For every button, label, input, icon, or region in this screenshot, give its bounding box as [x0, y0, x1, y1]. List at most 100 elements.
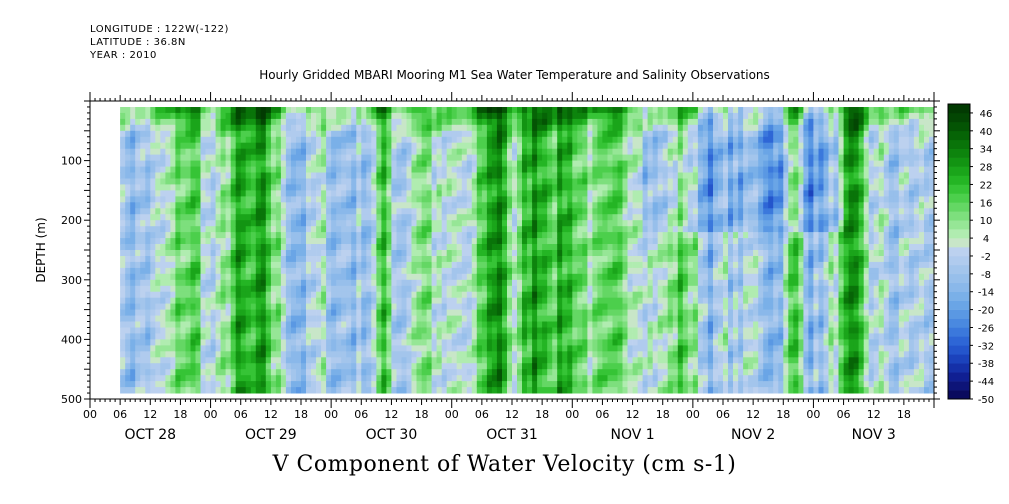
heatmap-cell — [150, 232, 156, 239]
heatmap-cell — [205, 202, 211, 209]
heatmap-cell — [421, 148, 427, 156]
heatmap-cell — [185, 112, 191, 120]
heatmap-cell — [411, 267, 417, 275]
heatmap-cell — [245, 321, 252, 328]
heatmap-cell — [296, 244, 302, 251]
heatmap-cell — [270, 333, 277, 340]
heatmap-cell — [210, 148, 216, 156]
heatmap-cell — [235, 291, 242, 299]
heatmap-cell — [617, 112, 623, 120]
heatmap-cell — [200, 238, 206, 245]
heatmap-cell — [240, 107, 247, 114]
heatmap-cell — [321, 178, 327, 185]
heatmap-cell — [180, 315, 186, 322]
heatmap-cell — [135, 148, 141, 156]
heatmap-cell — [431, 309, 437, 316]
heatmap-cell — [562, 172, 568, 179]
heatmap-cell — [471, 154, 478, 161]
heatmap-cell — [255, 273, 262, 281]
heatmap-cell — [250, 309, 257, 316]
heatmap-cell — [527, 381, 533, 388]
heatmap-cell — [346, 220, 352, 227]
heatmap-cell — [210, 184, 216, 191]
heatmap-cell — [396, 339, 402, 346]
heatmap-cell — [622, 387, 628, 394]
heatmap-cell — [165, 166, 171, 173]
heatmap-cell — [491, 387, 498, 394]
heatmap-cell — [321, 130, 327, 138]
heatmap-cell — [250, 154, 257, 161]
heatmap-cell — [396, 244, 402, 251]
heatmap-cell — [466, 226, 473, 233]
heatmap-cell — [275, 321, 282, 328]
heatmap-cell — [240, 226, 247, 233]
heatmap-cell — [532, 309, 538, 316]
heatmap-cell — [612, 333, 618, 340]
heatmap-cell — [416, 375, 422, 382]
heatmap-cell — [466, 351, 473, 358]
heatmap-cell — [135, 321, 141, 328]
heatmap-cell — [260, 196, 267, 203]
heatmap-cell — [426, 387, 432, 394]
heatmap-cell — [275, 256, 282, 263]
heatmap-cell — [270, 190, 277, 197]
heatmap-cell — [195, 160, 201, 167]
heatmap-cell — [542, 351, 548, 358]
heatmap-cell — [180, 375, 186, 382]
heatmap-cell — [220, 357, 226, 364]
heatmap-cell — [577, 130, 583, 138]
heatmap-cell — [326, 297, 332, 305]
heatmap-cell — [301, 351, 307, 358]
heatmap-cell — [597, 267, 603, 275]
heatmap-cell — [190, 166, 196, 173]
heatmap-cell — [255, 226, 262, 233]
heatmap-cell — [306, 160, 312, 167]
heatmap-cell — [200, 214, 206, 221]
heatmap-cell — [270, 184, 277, 191]
heatmap-cell — [577, 196, 583, 203]
heatmap-cell — [291, 214, 297, 221]
heatmap-cell — [466, 178, 473, 185]
heatmap-cell — [250, 148, 257, 156]
heatmap-cell — [225, 214, 231, 221]
heatmap-cell — [165, 172, 171, 179]
heatmap-cell — [446, 142, 453, 150]
heatmap-cell — [270, 339, 277, 346]
heatmap-cell — [351, 321, 357, 328]
heatmap-cell — [486, 339, 493, 346]
heatmap-cell — [336, 256, 342, 263]
heatmap-cell — [255, 267, 262, 275]
heatmap-cell — [190, 267, 196, 275]
heatmap-cell — [426, 118, 432, 126]
heatmap-cell — [185, 190, 191, 197]
heatmap-cell — [386, 333, 392, 340]
heatmap-cell — [557, 351, 563, 358]
heatmap-cell — [496, 285, 503, 293]
heatmap-cell — [260, 112, 267, 120]
heatmap-cell — [280, 196, 287, 203]
heatmap-cell — [607, 232, 613, 239]
heatmap-cell — [542, 154, 548, 161]
heatmap-cell — [502, 118, 508, 126]
heatmap-cell — [280, 297, 287, 305]
heatmap-cell — [517, 160, 523, 167]
heatmap-cell — [517, 315, 523, 322]
heatmap-cell — [451, 285, 458, 293]
heatmap-cell — [517, 279, 523, 287]
heatmap-cell — [376, 345, 382, 352]
heatmap-cell — [250, 238, 257, 245]
heatmap-cell — [250, 267, 257, 275]
heatmap-cell — [381, 208, 387, 215]
heatmap-cell — [622, 172, 628, 179]
heatmap-cell — [567, 333, 573, 340]
heatmap-cell — [326, 381, 332, 388]
heatmap-cell — [527, 339, 533, 346]
heatmap-cell — [195, 333, 201, 340]
heatmap-cell — [456, 297, 463, 305]
heatmap-cell — [517, 142, 523, 150]
heatmap-cell — [471, 208, 478, 215]
heatmap-cell — [185, 208, 191, 215]
heatmap-cell — [326, 291, 332, 299]
heatmap-cell — [155, 387, 161, 394]
heatmap-cell — [275, 142, 282, 150]
